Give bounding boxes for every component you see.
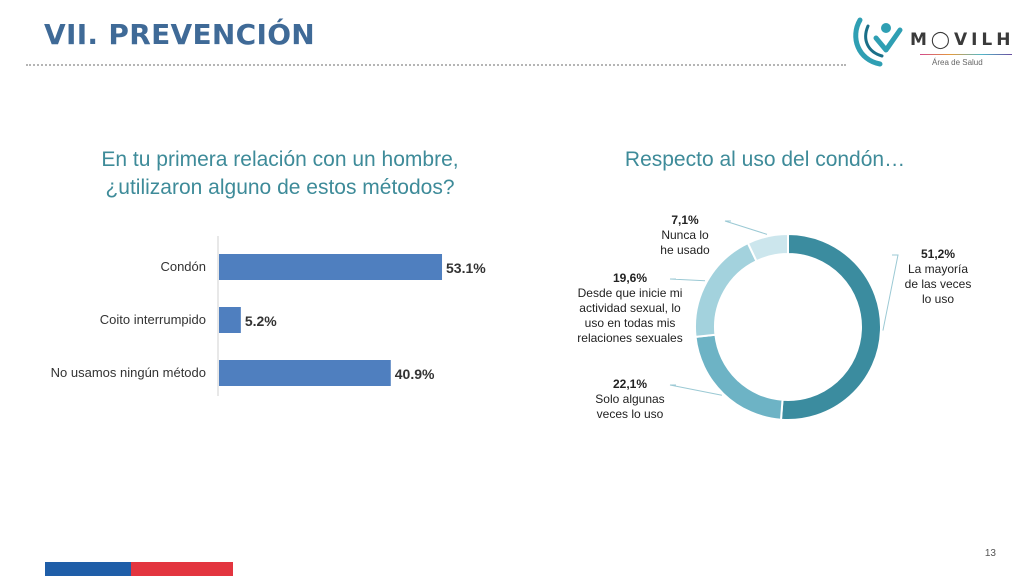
donut-leader-line: [669, 278, 706, 282]
title-divider: [26, 64, 846, 66]
movilh-logo-icon: [853, 17, 903, 67]
logo-wordmark: M◯VILH: [910, 30, 1015, 50]
donut-leader-line: [724, 220, 768, 235]
bar-chart: Condón 53.1% Coito interrumpido 5.2% No usam…: [51, 236, 486, 396]
bar-value-label: 5.2%: [245, 313, 277, 329]
movilh-logo: M◯VILH Área de Salud: [850, 12, 1020, 72]
donut-chart-title: Respecto al uso del condón…: [624, 148, 906, 171]
donut-slice: [779, 232, 882, 421]
donut-value-label: 19,6%: [613, 271, 647, 285]
donut-category-label: he usado: [660, 243, 710, 257]
donut-category-label: lo uso: [922, 292, 954, 306]
donut-category-label: actividad sexual, lo: [579, 301, 681, 315]
bar-category-label: Condón: [160, 259, 206, 274]
donut-leader-line: [669, 384, 722, 396]
donut-category-label: de las veces: [905, 277, 972, 291]
logo-color-line: [920, 54, 1012, 55]
bar: [219, 360, 391, 386]
donut-leader-line: [882, 254, 899, 331]
bar-category-label: Coito interrumpido: [100, 312, 206, 327]
donut-value-label: 22,1%: [613, 377, 647, 391]
footer-bar-red: [131, 562, 233, 576]
donut-value-label: 7,1%: [671, 213, 699, 227]
donut-category-label: Desde que inicie mi: [578, 286, 683, 300]
bar: [219, 307, 241, 333]
donut-category-label: Nunca lo: [661, 228, 709, 242]
page-number: 13: [984, 548, 996, 559]
logo-subtitle: Área de Salud: [932, 58, 983, 67]
donut-slice: [694, 241, 758, 339]
bar-chart-title: En tu primera relación con un hombre, ¿u…: [101, 148, 459, 199]
donut-category-label: relaciones sexuales: [577, 331, 682, 345]
donut-category-label: La mayoría: [908, 262, 968, 276]
bar-value-label: 53.1%: [446, 260, 486, 276]
donut-slice: [746, 232, 789, 263]
footer-bar-blue: [45, 562, 131, 576]
bar-category-label: No usamos ningún método: [51, 365, 206, 380]
bar-value-label: 40.9%: [395, 366, 435, 382]
bar: [219, 254, 443, 280]
slide-title: VII. PREVENCIÓN: [44, 18, 316, 51]
donut-category-label: Solo algunas: [595, 392, 664, 406]
donut-value-label: 51,2%: [921, 247, 955, 261]
donut-category-label: veces lo uso: [597, 407, 664, 421]
donut-slice: [694, 333, 784, 421]
donut-category-label: uso en todas mis: [585, 316, 676, 330]
